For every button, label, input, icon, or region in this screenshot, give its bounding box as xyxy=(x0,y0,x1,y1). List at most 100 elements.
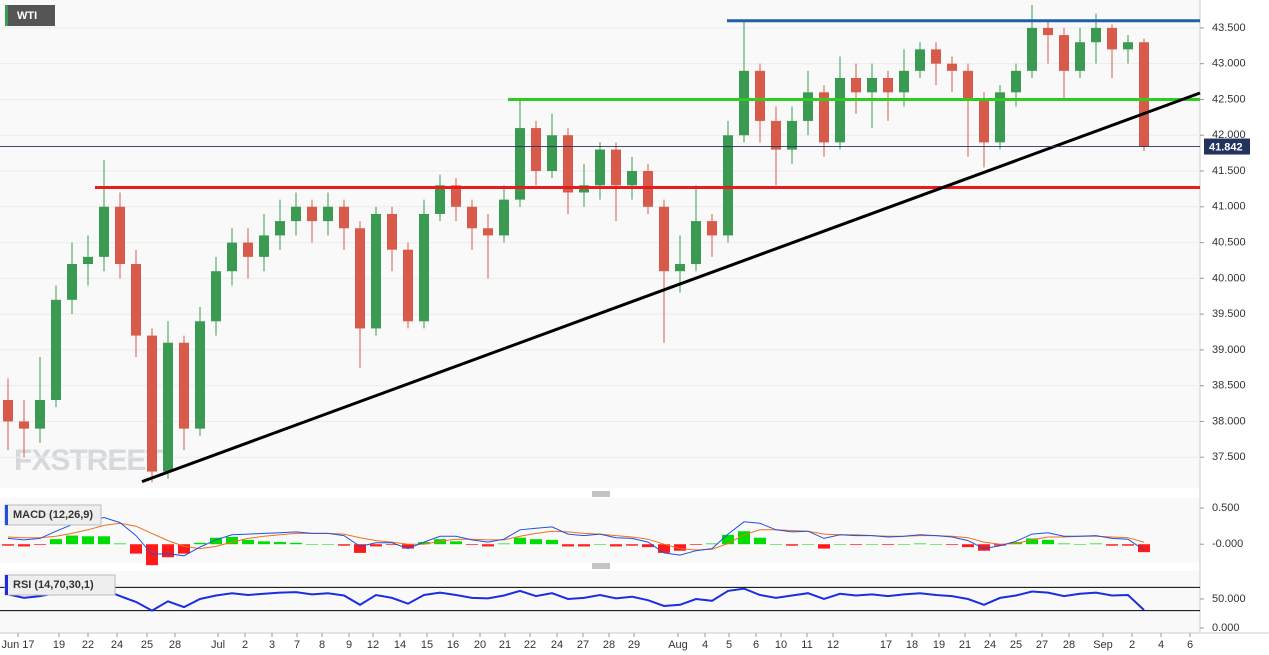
symbol-box xyxy=(5,5,55,26)
macd-histogram-bar xyxy=(66,535,78,545)
candle-body xyxy=(291,206,301,222)
macd-histogram-bar xyxy=(770,544,782,545)
trendline xyxy=(141,91,1201,484)
x-tick-label: 20 xyxy=(474,639,486,651)
x-tick-label: 7 xyxy=(294,639,300,651)
macd-histogram-bar xyxy=(594,544,606,545)
x-tick-label: Sep xyxy=(1093,639,1113,651)
macd-histogram-bar xyxy=(274,542,286,545)
candle-body xyxy=(723,135,733,236)
x-tick-label: 25 xyxy=(141,639,153,651)
candle-body xyxy=(387,213,397,250)
candle-body xyxy=(787,120,797,150)
candle-body xyxy=(835,77,845,143)
candle-body xyxy=(259,235,269,257)
macd-histogram-bar xyxy=(258,541,270,545)
macd-histogram-bar xyxy=(338,544,350,546)
candle-body xyxy=(339,206,349,229)
candle-body xyxy=(163,342,173,472)
candle-body xyxy=(355,228,365,329)
candle-body xyxy=(1075,42,1085,71)
macd-histogram-bar xyxy=(786,544,798,546)
candle-body xyxy=(1091,27,1101,43)
y-tick-label: 39.500 xyxy=(1212,308,1246,320)
macd-histogram-bar xyxy=(562,544,574,547)
macd-histogram-bar xyxy=(1042,539,1054,545)
macd-histogram-bar xyxy=(1074,544,1086,545)
candle-body xyxy=(323,206,333,222)
candle-body xyxy=(307,206,317,222)
candle-body xyxy=(35,399,45,429)
x-tick-label: 19 xyxy=(53,639,65,651)
watermark: FXSTREET xyxy=(14,444,163,477)
candle-body xyxy=(227,242,237,272)
y-tick-label: 0.500 xyxy=(1212,502,1240,514)
x-tick-label: 12 xyxy=(827,639,839,651)
candle-body xyxy=(3,399,13,422)
x-tick-label: 11 xyxy=(801,639,812,651)
macd-histogram-bar xyxy=(354,544,366,553)
macd-histogram-bar xyxy=(18,544,30,547)
macd-histogram-bar xyxy=(994,544,1006,546)
macd-histogram-bar xyxy=(674,544,686,551)
macd-histogram-bar xyxy=(530,539,542,545)
x-tick-label: 25 xyxy=(1010,639,1022,651)
x-tick-label: 2 xyxy=(242,639,248,651)
pane-grip[interactable] xyxy=(592,491,610,497)
macd-histogram-bar xyxy=(818,544,830,549)
x-tick-label: 18 xyxy=(906,639,918,651)
candle-body xyxy=(595,149,605,186)
candle-body xyxy=(499,199,509,236)
candle-body xyxy=(1027,27,1037,71)
macd-histogram-bar xyxy=(1106,544,1118,546)
macd-histogram-bar xyxy=(210,537,222,545)
macd-histogram-bar xyxy=(706,543,718,545)
x-tick-label: 10 xyxy=(775,639,787,651)
candle-body xyxy=(83,256,93,265)
macd-line xyxy=(7,516,1145,557)
candle-body xyxy=(531,128,541,172)
candle-body xyxy=(483,228,493,236)
candle-body xyxy=(99,206,109,257)
candle-body xyxy=(755,70,765,121)
candle-body xyxy=(67,264,77,300)
macd-histogram-bar xyxy=(418,542,430,545)
x-tick-label: 6 xyxy=(753,639,759,651)
candle-body xyxy=(851,77,861,93)
macd-histogram-bar xyxy=(50,539,62,545)
macd-histogram-bar xyxy=(834,544,846,545)
macd-histogram-bar xyxy=(898,544,910,545)
pane-grip[interactable] xyxy=(592,563,610,569)
candle-body xyxy=(467,206,477,229)
candle-body xyxy=(659,206,669,272)
macd-histogram-bar xyxy=(402,544,414,549)
x-tick-label: 28 xyxy=(603,639,615,651)
macd-histogram-bar xyxy=(386,544,398,545)
candle-body xyxy=(1123,42,1133,50)
y-tick-label: 42.000 xyxy=(1212,129,1246,141)
x-tick-label: 22 xyxy=(82,639,94,651)
rsi-marker xyxy=(5,575,8,595)
macd-histogram-bar xyxy=(850,544,862,545)
x-tick-label: 5 xyxy=(726,639,732,651)
macd-histogram-bar xyxy=(130,544,142,554)
candle-body xyxy=(115,206,125,265)
candle-body xyxy=(739,70,749,136)
macd-histogram-bar xyxy=(2,544,14,546)
x-tick-label: 21 xyxy=(959,639,971,651)
candle-body xyxy=(611,149,621,186)
macd-histogram-bar xyxy=(322,544,334,545)
candle-body xyxy=(627,171,637,186)
candle-body xyxy=(195,321,205,429)
x-tick-label: 4 xyxy=(1158,639,1164,651)
symbol-marker xyxy=(5,5,8,26)
candle-body xyxy=(899,70,909,93)
x-tick-label: 24 xyxy=(551,639,563,651)
macd-histogram-bar xyxy=(754,537,766,545)
macd-histogram-bar xyxy=(914,543,926,545)
candle-body xyxy=(19,421,29,429)
x-tick-label: 8 xyxy=(319,639,325,651)
y-tick-label: 37.500 xyxy=(1212,451,1246,463)
macd-histogram-bar xyxy=(242,539,254,545)
